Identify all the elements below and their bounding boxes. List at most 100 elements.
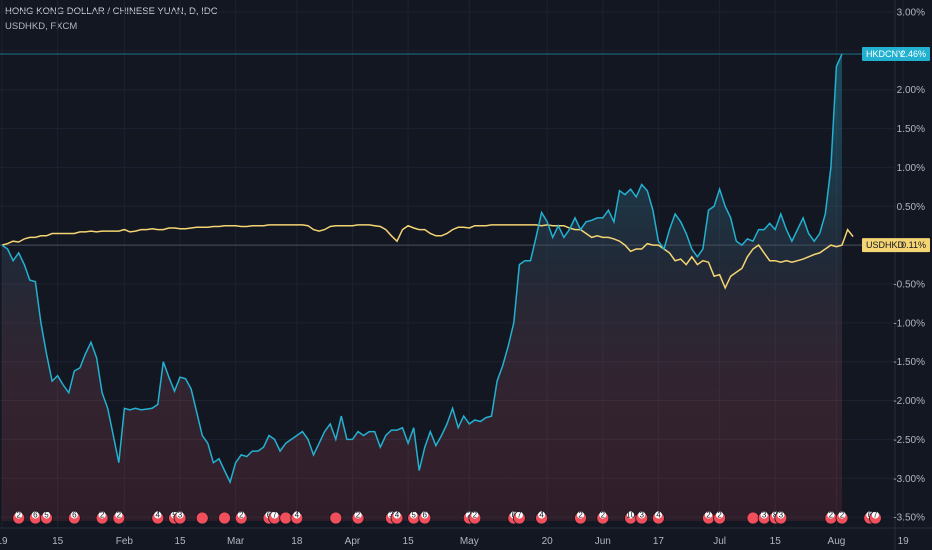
event-count: 3	[779, 511, 784, 520]
x-tick-label: 17	[653, 536, 665, 547]
price-label-name: HKDCNY	[866, 49, 904, 59]
event-count: 4	[539, 511, 544, 520]
x-tick-label: 15	[403, 536, 415, 547]
event-count: 4	[156, 511, 161, 520]
y-tick-label: -1.50%	[893, 357, 925, 368]
event-count: 6	[72, 511, 77, 520]
event-marker-badge	[827, 511, 835, 519]
event-marker-badge	[627, 511, 635, 519]
event-marker-badge	[471, 511, 479, 519]
x-axis-ticks: 19 15 Feb 15 Mar 18 Apr 15 May 20 Jun 17 Jul 15 Aug 19	[0, 536, 909, 547]
event-marker-badge	[154, 511, 162, 519]
event-marker-badge	[871, 511, 879, 519]
y-axis-ticks: 3.00%2.50%2.00%1.50%1.00%0.50%0.00%-0.50…	[893, 8, 925, 524]
event-count: 2	[601, 511, 606, 520]
event-marker-badge	[98, 511, 106, 519]
event-count: 2	[239, 511, 244, 520]
event-count: 4	[395, 511, 400, 520]
event-count: 4	[656, 511, 661, 520]
event-count: 5	[44, 511, 49, 520]
event-marker-badge	[42, 511, 51, 519]
x-tick-label: 15	[52, 536, 64, 547]
event-count: 5	[411, 511, 416, 520]
y-tick-label: -2.50%	[893, 435, 925, 446]
x-tick-label: Aug	[828, 536, 846, 547]
event-marker-badge	[716, 511, 724, 519]
y-tick-label: -0.50%	[893, 279, 925, 290]
event-count: 2	[100, 511, 105, 520]
event-count: 2	[717, 511, 722, 520]
event-marker-badge	[115, 511, 123, 519]
event-marker-badge	[654, 511, 663, 519]
event-markers[interactable]: 26562245326742345622674221034223832267	[12, 511, 882, 525]
event-count: 10	[626, 511, 635, 520]
event-marker-badge	[599, 511, 607, 519]
y-tick-label: 1.50%	[897, 124, 925, 135]
x-tick-label: May	[460, 536, 479, 547]
event-marker-badge	[838, 511, 846, 519]
event-marker[interactable]	[218, 511, 231, 525]
x-tick-label: Jul	[713, 536, 726, 547]
event-marker-badge	[515, 511, 523, 519]
event-count: 3	[178, 511, 183, 520]
event-count: 2	[117, 511, 122, 520]
event-count: 6	[423, 511, 428, 520]
event-marker-badge	[15, 511, 23, 519]
x-tick-label: 20	[542, 536, 554, 547]
event-count: 3	[762, 511, 767, 520]
event-marker-badge	[237, 511, 245, 519]
hkdcny-fill	[2, 54, 842, 521]
event-count: 2	[356, 511, 361, 520]
event-marker[interactable]	[279, 511, 293, 525]
event-marker[interactable]	[195, 511, 209, 525]
y-tick-label: -3.00%	[893, 474, 925, 485]
event-marker[interactable]	[746, 511, 760, 525]
x-tick-label: Feb	[116, 536, 134, 547]
event-marker-badge	[393, 511, 401, 519]
event-marker-badge	[293, 511, 301, 519]
chart-subtitle: USDHKD, FXCM	[5, 21, 78, 32]
event-marker-badge	[176, 511, 184, 519]
event-marker-badge	[31, 511, 39, 519]
price-label-value: 0.11%	[901, 240, 926, 250]
event-count: 2	[829, 511, 834, 520]
price-label-name: USDHKD	[866, 240, 905, 250]
event-count: 2	[706, 511, 711, 520]
event-count: 7	[517, 511, 522, 520]
y-tick-label: -3.50%	[893, 513, 925, 524]
event-marker-badge	[777, 511, 785, 519]
y-tick-label: 3.00%	[897, 8, 925, 19]
event-marker-badge	[760, 511, 768, 519]
event-marker[interactable]	[329, 511, 343, 525]
series-lines	[1, 53, 854, 485]
event-count: 2	[840, 511, 845, 520]
event-marker-badge	[638, 511, 646, 519]
x-tick-label: Jun	[595, 536, 611, 547]
x-tick-label: 15	[174, 536, 186, 547]
y-tick-label: 1.00%	[897, 163, 925, 174]
event-marker-badge	[704, 511, 713, 519]
y-tick-label: 2.00%	[897, 85, 925, 96]
event-marker-badge	[70, 511, 78, 519]
price-label-value: 2.46%	[900, 49, 926, 59]
y-tick-label: -2.00%	[893, 396, 925, 407]
event-marker-badge	[421, 511, 429, 519]
event-marker-badge	[538, 511, 546, 519]
event-marker-badge	[354, 511, 362, 519]
hkdcny-line	[1, 53, 843, 485]
event-count: 6	[33, 511, 38, 520]
price-label-bg	[862, 238, 930, 253]
event-count: 7	[272, 511, 277, 520]
x-tick-label: 19	[898, 536, 910, 547]
y-tick-label: -1.00%	[893, 318, 925, 329]
event-count: 2	[473, 511, 478, 520]
event-marker-badge	[410, 511, 418, 519]
event-marker-badge	[576, 511, 585, 519]
hkdcny-area	[2, 54, 842, 521]
event-count: 2	[16, 511, 21, 520]
event-count: 4	[295, 511, 300, 520]
y-tick-label: 0.50%	[897, 202, 925, 213]
